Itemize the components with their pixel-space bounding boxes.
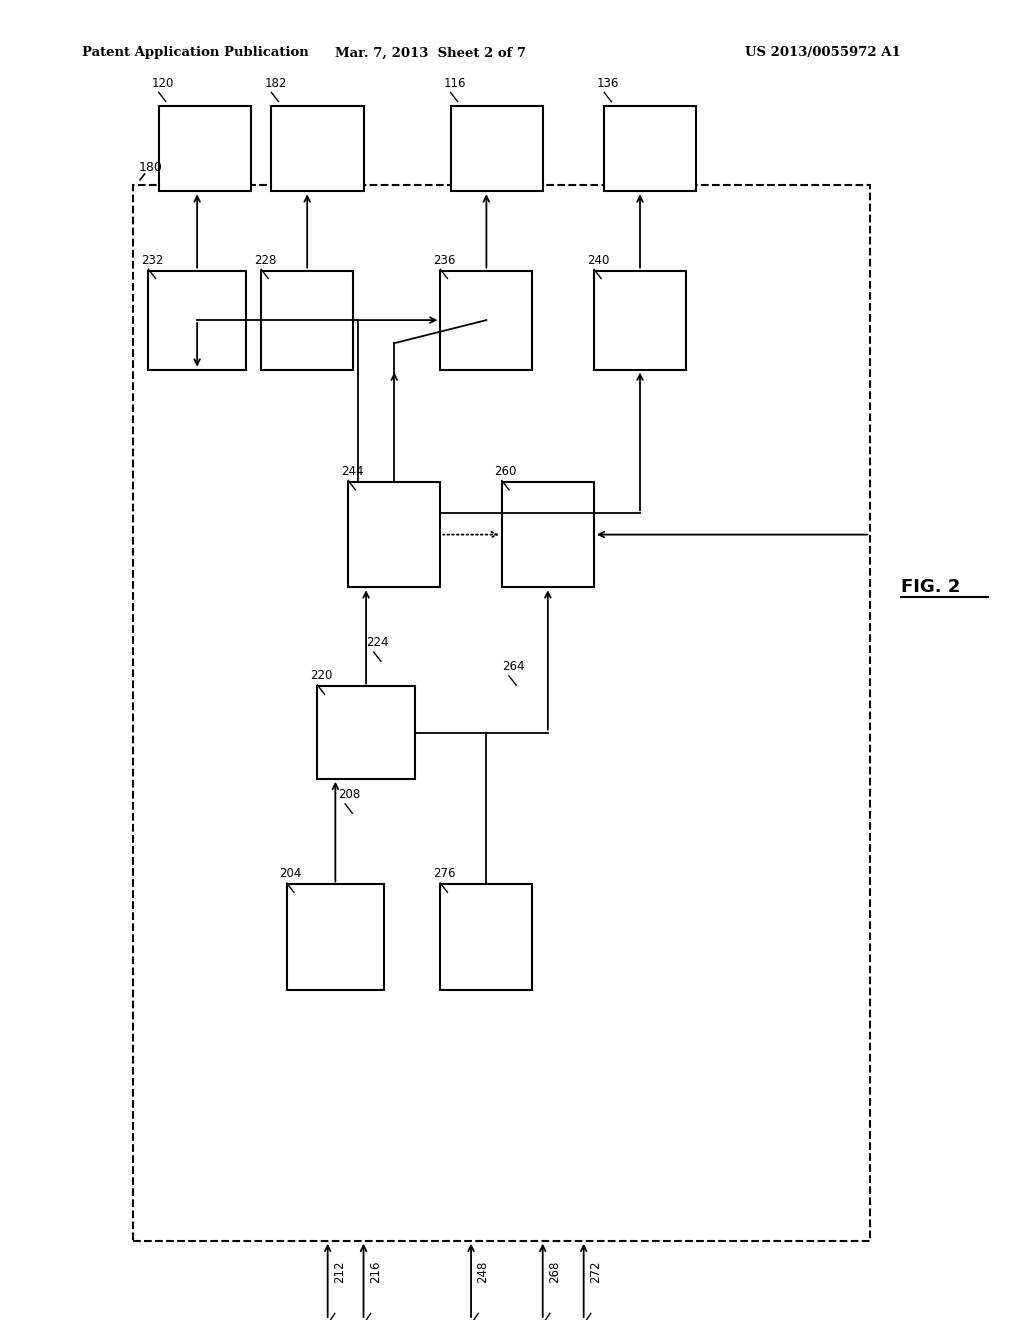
FancyBboxPatch shape xyxy=(317,686,415,779)
Text: 248: 248 xyxy=(476,1261,489,1283)
Text: 232: 232 xyxy=(141,253,164,267)
Text: 260: 260 xyxy=(495,465,517,478)
Text: 204: 204 xyxy=(280,867,302,880)
FancyBboxPatch shape xyxy=(440,884,532,990)
FancyBboxPatch shape xyxy=(148,271,246,370)
Text: 236: 236 xyxy=(433,253,456,267)
FancyBboxPatch shape xyxy=(440,271,532,370)
Text: 208: 208 xyxy=(338,788,360,801)
Text: US 2013/0055972 A1: US 2013/0055972 A1 xyxy=(745,46,901,59)
FancyBboxPatch shape xyxy=(604,106,696,191)
Text: Patent Application Publication: Patent Application Publication xyxy=(82,46,308,59)
Text: 136: 136 xyxy=(597,77,620,90)
FancyBboxPatch shape xyxy=(502,482,594,587)
FancyBboxPatch shape xyxy=(271,106,364,191)
Text: 224: 224 xyxy=(367,636,389,649)
Text: 240: 240 xyxy=(587,253,609,267)
Text: 272: 272 xyxy=(589,1261,602,1283)
Text: 216: 216 xyxy=(369,1261,382,1283)
Text: FIG. 2: FIG. 2 xyxy=(901,578,961,597)
Text: 228: 228 xyxy=(254,253,276,267)
Text: 180: 180 xyxy=(138,161,162,174)
FancyBboxPatch shape xyxy=(287,884,384,990)
Text: 182: 182 xyxy=(264,77,287,90)
Text: Mar. 7, 2013  Sheet 2 of 7: Mar. 7, 2013 Sheet 2 of 7 xyxy=(335,46,525,59)
Text: 244: 244 xyxy=(341,465,364,478)
Text: 268: 268 xyxy=(548,1261,561,1283)
FancyBboxPatch shape xyxy=(261,271,353,370)
FancyBboxPatch shape xyxy=(159,106,251,191)
FancyBboxPatch shape xyxy=(348,482,440,587)
FancyBboxPatch shape xyxy=(451,106,543,191)
Text: 276: 276 xyxy=(433,867,456,880)
Text: 120: 120 xyxy=(152,77,174,90)
FancyBboxPatch shape xyxy=(594,271,686,370)
Text: 116: 116 xyxy=(443,77,466,90)
Text: 264: 264 xyxy=(502,660,524,673)
Text: 212: 212 xyxy=(333,1261,346,1283)
Text: 220: 220 xyxy=(310,669,333,682)
